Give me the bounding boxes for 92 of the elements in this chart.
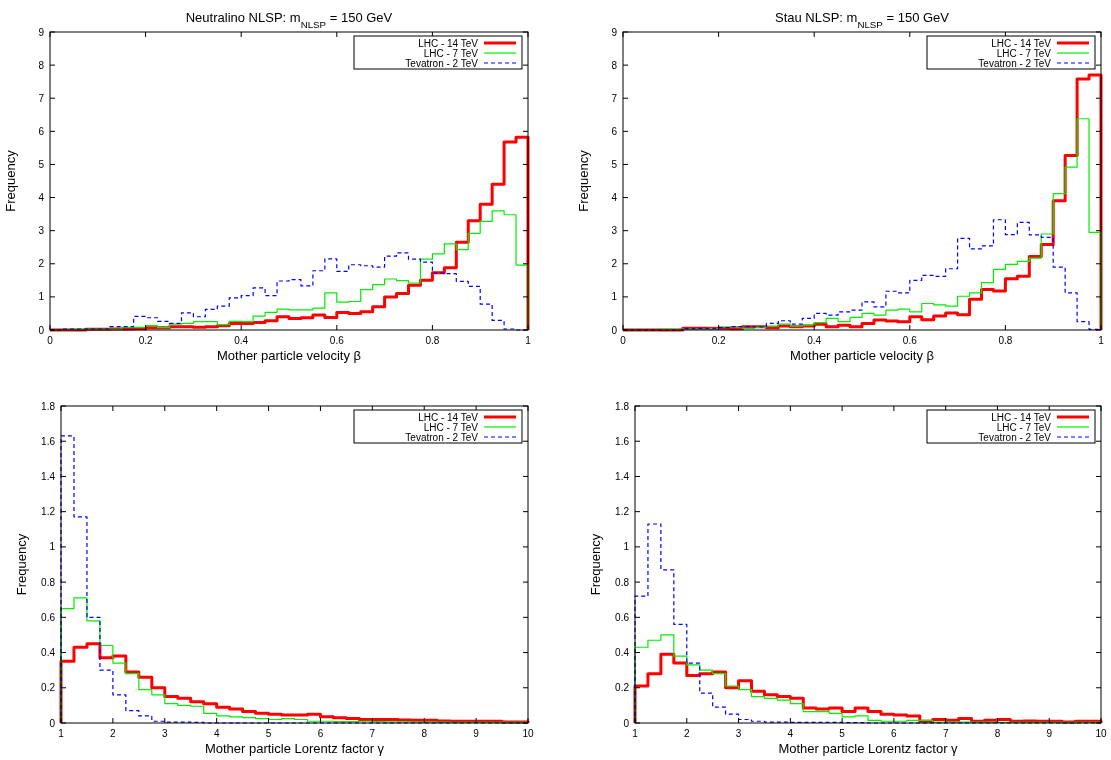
- legend-label: Tevatron - 2 TeV: [405, 431, 479, 443]
- x-tick-label: 1: [632, 728, 639, 739]
- x-tick-label: 6: [317, 728, 324, 739]
- y-tick-label: 6: [38, 125, 45, 137]
- x-tick-label: 0.2: [138, 335, 153, 346]
- y-tick-label: 0.2: [615, 682, 630, 694]
- x-tick-label: 0.6: [902, 335, 918, 346]
- y-tick-label: 1.8: [615, 400, 630, 412]
- y-tick-label: 1: [38, 291, 45, 303]
- x-tick-label: 0.4: [234, 335, 249, 346]
- y-tick-label: 0.6: [615, 611, 630, 623]
- x-axis-title: Mother particle Lorentz factor γ: [778, 741, 959, 756]
- x-tick-label: 8: [421, 728, 428, 739]
- legend-label: LHC - 7 TeV: [996, 47, 1052, 59]
- legend-label: Tevatron - 2 TeV: [405, 57, 479, 69]
- y-tick-label: 1.2: [41, 506, 56, 518]
- y-tick-label: 8: [38, 59, 45, 71]
- y-tick-label: 9: [38, 26, 45, 38]
- y-tick-label: 1: [611, 291, 618, 303]
- y-tick-label: 9: [611, 26, 618, 38]
- y-tick-label: 0.4: [615, 647, 630, 659]
- y-tick-label: 0.6: [41, 611, 56, 623]
- y-tick-label: 4: [38, 192, 45, 204]
- x-tick-label: 1: [525, 335, 532, 346]
- x-tick-label: 5: [839, 728, 846, 739]
- legend-label: LHC - 7 TeV: [423, 47, 479, 59]
- legend-label: Tevatron - 2 TeV: [978, 57, 1052, 69]
- y-tick-label: 0: [611, 324, 618, 336]
- x-tick-label: 3: [162, 728, 168, 739]
- y-tick-label: 6: [611, 125, 618, 137]
- legend-label: LHC - 14 TeV: [418, 411, 479, 423]
- x-tick-label: 2: [684, 728, 690, 739]
- y-tick-label: 1.6: [615, 435, 630, 447]
- chart-title: Neutralino NLSP: m$_{NLSP}$ = 150 GeV: [185, 10, 393, 30]
- y-tick-label: 5: [611, 158, 618, 170]
- y-tick-label: 0.8: [41, 576, 56, 588]
- x-tick-label: 10: [1095, 728, 1107, 739]
- x-tick-label: 10: [522, 728, 534, 739]
- y-tick-label: 8: [611, 59, 618, 71]
- x-tick-label: 0.8: [998, 335, 1013, 346]
- y-tick-label: 1.4: [41, 470, 56, 482]
- y-tick-label: 3: [38, 225, 45, 237]
- legend-label: LHC - 7 TeV: [996, 421, 1052, 433]
- y-axis-title: Frequency: [14, 533, 29, 596]
- x-tick-label: 7: [942, 728, 949, 739]
- y-tick-label: 0: [623, 717, 630, 729]
- y-axis-title: Frequency: [588, 533, 603, 596]
- x-tick-label: 9: [1046, 728, 1053, 739]
- y-tick-label: 0.4: [41, 647, 56, 659]
- legend-label: LHC - 14 TeV: [991, 411, 1052, 423]
- y-tick-label: 1.4: [615, 470, 630, 482]
- y-tick-label: 1.2: [615, 506, 630, 518]
- x-tick-label: 7: [369, 728, 376, 739]
- x-tick-label: 5: [265, 728, 272, 739]
- x-tick-label: 0.8: [425, 335, 440, 346]
- y-tick-label: 2: [611, 258, 618, 270]
- x-axis-title: Mother particle velocity β: [789, 348, 935, 363]
- y-tick-label: 0.2: [41, 682, 56, 694]
- y-tick-label: 3: [611, 225, 618, 237]
- y-tick-label: 1: [623, 541, 630, 553]
- y-axis-title: Frequency: [576, 149, 591, 212]
- legend-label: Tevatron - 2 TeV: [978, 431, 1052, 443]
- x-tick-label: 1: [1098, 335, 1105, 346]
- y-tick-label: 7: [611, 92, 618, 104]
- y-tick-label: 1.6: [41, 435, 56, 447]
- legend-label: LHC - 7 TeV: [423, 421, 479, 433]
- x-tick-label: 0.6: [329, 335, 345, 346]
- legend-label: LHC - 14 TeV: [418, 37, 479, 49]
- x-tick-label: 0.4: [807, 335, 822, 346]
- y-tick-label: 7: [38, 92, 45, 104]
- y-tick-label: 0: [49, 717, 56, 729]
- x-tick-label: 8: [994, 728, 1001, 739]
- x-axis-title: Mother particle velocity β: [216, 348, 362, 363]
- y-tick-label: 5: [38, 158, 45, 170]
- x-tick-label: 0.2: [711, 335, 726, 346]
- y-tick-label: 2: [38, 258, 45, 270]
- legend-label: LHC - 14 TeV: [991, 37, 1052, 49]
- y-tick-label: 1: [49, 541, 56, 553]
- y-tick-label: 0.8: [615, 576, 630, 588]
- x-axis-title: Mother particle Lorentz factor γ: [204, 741, 385, 756]
- x-tick-label: 1: [58, 728, 65, 739]
- x-tick-label: 4: [787, 728, 794, 739]
- chart-title: Stau NLSP: m$_{NLSP}$ = 150 GeV: [775, 10, 950, 30]
- x-tick-label: 3: [735, 728, 742, 739]
- x-tick-label: 2: [110, 728, 117, 739]
- x-tick-label: 4: [213, 728, 220, 739]
- x-tick-label: 6: [891, 728, 898, 739]
- y-axis-title: Frequency: [3, 149, 18, 212]
- x-tick-label: 9: [473, 728, 480, 739]
- y-tick-label: 0: [38, 324, 45, 336]
- y-tick-label: 1.8: [41, 400, 56, 412]
- y-tick-label: 4: [611, 192, 618, 204]
